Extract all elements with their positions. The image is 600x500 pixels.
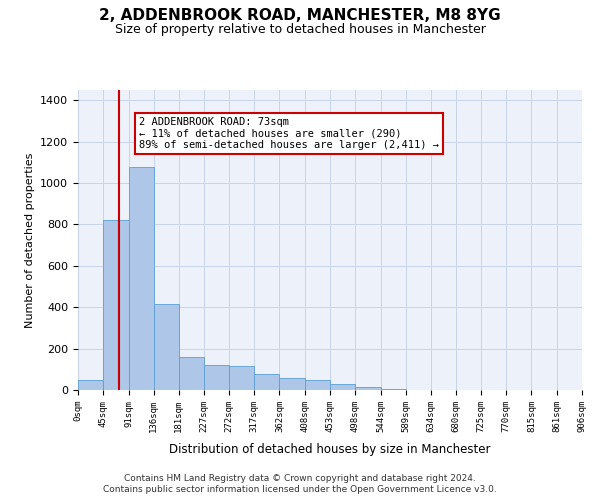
Bar [128, 166, 154, 390]
Bar [355, 387, 380, 390]
Bar [305, 380, 330, 390]
Text: Distribution of detached houses by size in Manchester: Distribution of detached houses by size … [169, 442, 491, 456]
Text: 2 ADDENBROOK ROAD: 73sqm
← 11% of detached houses are smaller (290)
89% of semi-: 2 ADDENBROOK ROAD: 73sqm ← 11% of detach… [139, 117, 439, 150]
Bar [78, 380, 103, 390]
Bar [380, 389, 406, 390]
Bar [103, 220, 128, 390]
Text: 2, ADDENBROOK ROAD, MANCHESTER, M8 8YG: 2, ADDENBROOK ROAD, MANCHESTER, M8 8YG [99, 8, 501, 22]
Bar [330, 384, 355, 390]
Bar [154, 304, 179, 390]
Bar [280, 378, 305, 390]
Bar [179, 357, 204, 390]
Bar [229, 366, 254, 390]
Text: Size of property relative to detached houses in Manchester: Size of property relative to detached ho… [115, 22, 485, 36]
Text: Contains HM Land Registry data © Crown copyright and database right 2024.
Contai: Contains HM Land Registry data © Crown c… [103, 474, 497, 494]
Bar [254, 374, 280, 390]
Bar [204, 365, 229, 390]
Y-axis label: Number of detached properties: Number of detached properties [25, 152, 35, 328]
